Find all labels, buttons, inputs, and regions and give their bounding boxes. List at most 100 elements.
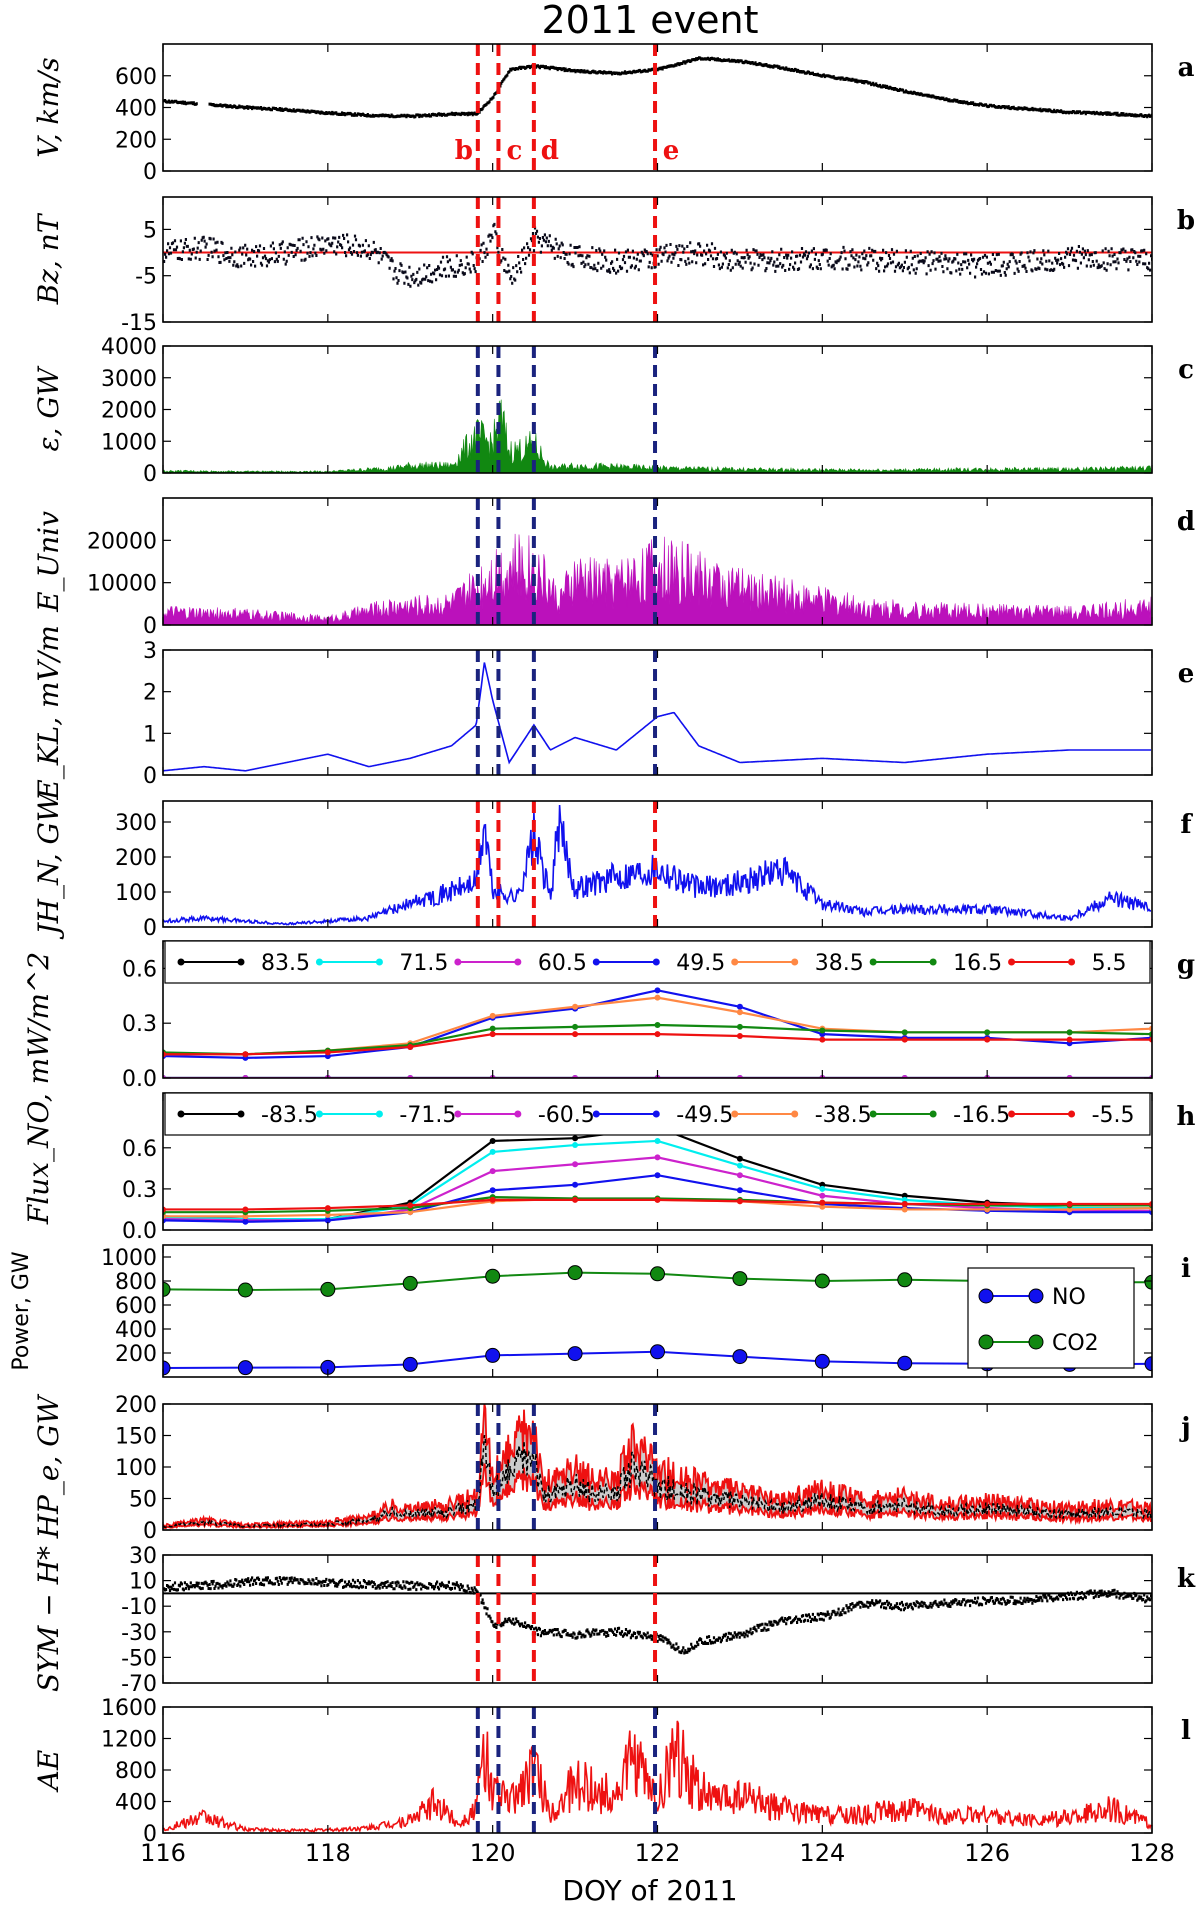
data-point xyxy=(324,1205,331,1212)
data-point xyxy=(819,1027,826,1034)
legend-marker xyxy=(177,1110,185,1118)
event-label-d: d xyxy=(541,136,559,166)
x-tick-label: 120 xyxy=(470,1839,516,1867)
panel-letter: g xyxy=(1177,950,1195,980)
series-points xyxy=(163,222,1152,288)
data-point xyxy=(1144,1356,1152,1372)
y-tick-label: 100 xyxy=(115,1456,157,1481)
y-tick-label: 200 xyxy=(115,1342,157,1367)
data-point xyxy=(814,1353,830,1369)
panel-letter: b xyxy=(1177,206,1195,236)
y-tick-label: 50 xyxy=(129,1488,157,1513)
y-tick-label: 0.0 xyxy=(122,1067,157,1092)
legend-marker xyxy=(514,1110,522,1118)
legend-label: 60.5 xyxy=(538,951,587,976)
data-point xyxy=(736,1009,743,1016)
y-tick-label: 2000 xyxy=(101,399,157,424)
y-tick-label: 1600 xyxy=(101,1696,157,1721)
plot-area xyxy=(163,1124,1152,1225)
y-tick-label: 1000 xyxy=(101,430,157,455)
x-tick-label: 116 xyxy=(140,1839,186,1867)
data-point xyxy=(407,1043,414,1050)
y-tick-label: 1000 xyxy=(101,1246,157,1271)
data-point xyxy=(324,1049,331,1056)
y-tick-label: -15 xyxy=(121,311,157,336)
y-tick-label: 1200 xyxy=(101,1728,157,1753)
data-point xyxy=(897,1272,913,1288)
data-point xyxy=(407,1202,414,1209)
data-point xyxy=(1066,1029,1073,1036)
data-point xyxy=(732,1271,748,1287)
data-point xyxy=(1144,1274,1152,1290)
y-axis-label: V, km/s xyxy=(32,57,65,157)
plot-area xyxy=(163,987,1152,1078)
legend-marker xyxy=(869,1110,877,1118)
data-point xyxy=(654,1196,661,1203)
y-tick-label: 0 xyxy=(143,764,157,789)
series-points xyxy=(163,1576,1152,1655)
data-point xyxy=(489,1148,496,1155)
y-tick-label: 0 xyxy=(143,614,157,639)
data-point xyxy=(572,1031,579,1038)
data-point xyxy=(650,1344,665,1360)
y-tick-label: -5 xyxy=(135,265,157,290)
legend-marker xyxy=(1068,958,1076,966)
panel-c: 0 1000 2000 3000 4000 c ε, GW xyxy=(32,335,1194,487)
data-point xyxy=(485,1268,501,1284)
data-point xyxy=(984,1029,991,1036)
y-tick-label: 10 xyxy=(129,1570,157,1595)
legend-marker xyxy=(315,1110,323,1118)
y-tick-label: 0.6 xyxy=(122,1137,157,1162)
plot-area xyxy=(163,533,1152,625)
data-point xyxy=(654,987,661,994)
y-tick-label: 30 xyxy=(129,1544,157,1569)
data-point xyxy=(572,1196,579,1203)
y-axis-label: AE xyxy=(32,1750,65,1794)
y-tick-label: 0 xyxy=(143,1822,157,1847)
data-point xyxy=(819,1203,826,1210)
data-point xyxy=(402,1275,418,1291)
y-tick-label: 400 xyxy=(115,1318,157,1343)
legend-label: -71.5 xyxy=(399,1103,456,1128)
y-tick-label: -30 xyxy=(121,1621,157,1646)
data-point xyxy=(736,1187,743,1194)
y-axis-label: Bz, nT xyxy=(32,212,65,305)
y-tick-label: 2 xyxy=(143,681,157,706)
data-point xyxy=(901,1192,908,1199)
panel-letter: e xyxy=(1178,659,1195,689)
y-tick-label: 400 xyxy=(115,97,157,122)
data-point xyxy=(324,1211,331,1218)
legend-marker xyxy=(375,958,383,966)
y-axis-label: JH_N, GW xyxy=(32,791,65,940)
data-point xyxy=(489,1137,496,1144)
legend-label: 83.5 xyxy=(261,951,310,976)
data-point xyxy=(654,1031,661,1038)
y-tick-label: 150 xyxy=(115,1425,157,1450)
y-axis-label: E_Univ xyxy=(32,511,65,613)
y-axis-label: Power, GW xyxy=(9,1251,34,1371)
data-point xyxy=(489,1012,496,1019)
data-point xyxy=(567,1346,583,1362)
data-point xyxy=(984,1200,991,1207)
legend-label: -60.5 xyxy=(538,1103,595,1128)
y-tick-label: 100 xyxy=(115,881,157,906)
legend-marker xyxy=(375,1110,383,1118)
data-point xyxy=(242,1213,249,1220)
x-tick-label: 122 xyxy=(635,1839,681,1867)
panel-j: 0 50 100 150 200 j HP_e, GW xyxy=(32,1393,1191,1544)
panel-letter: h xyxy=(1177,1102,1196,1132)
legend-label: NO xyxy=(1052,1285,1086,1310)
legend-marker xyxy=(731,1110,739,1118)
x-axis-label: DOY of 2011 xyxy=(562,1874,737,1906)
panel-letter: i xyxy=(1181,1254,1191,1284)
data-point xyxy=(324,1217,331,1224)
legend-label: 38.5 xyxy=(815,951,864,976)
panel-frame xyxy=(162,345,1153,474)
legend-marker xyxy=(592,958,600,966)
data-point xyxy=(572,1142,579,1149)
event-label-b: b xyxy=(455,136,473,166)
legend-marker xyxy=(1008,1110,1016,1118)
data-point xyxy=(654,1022,661,1029)
series-points xyxy=(163,56,1152,119)
